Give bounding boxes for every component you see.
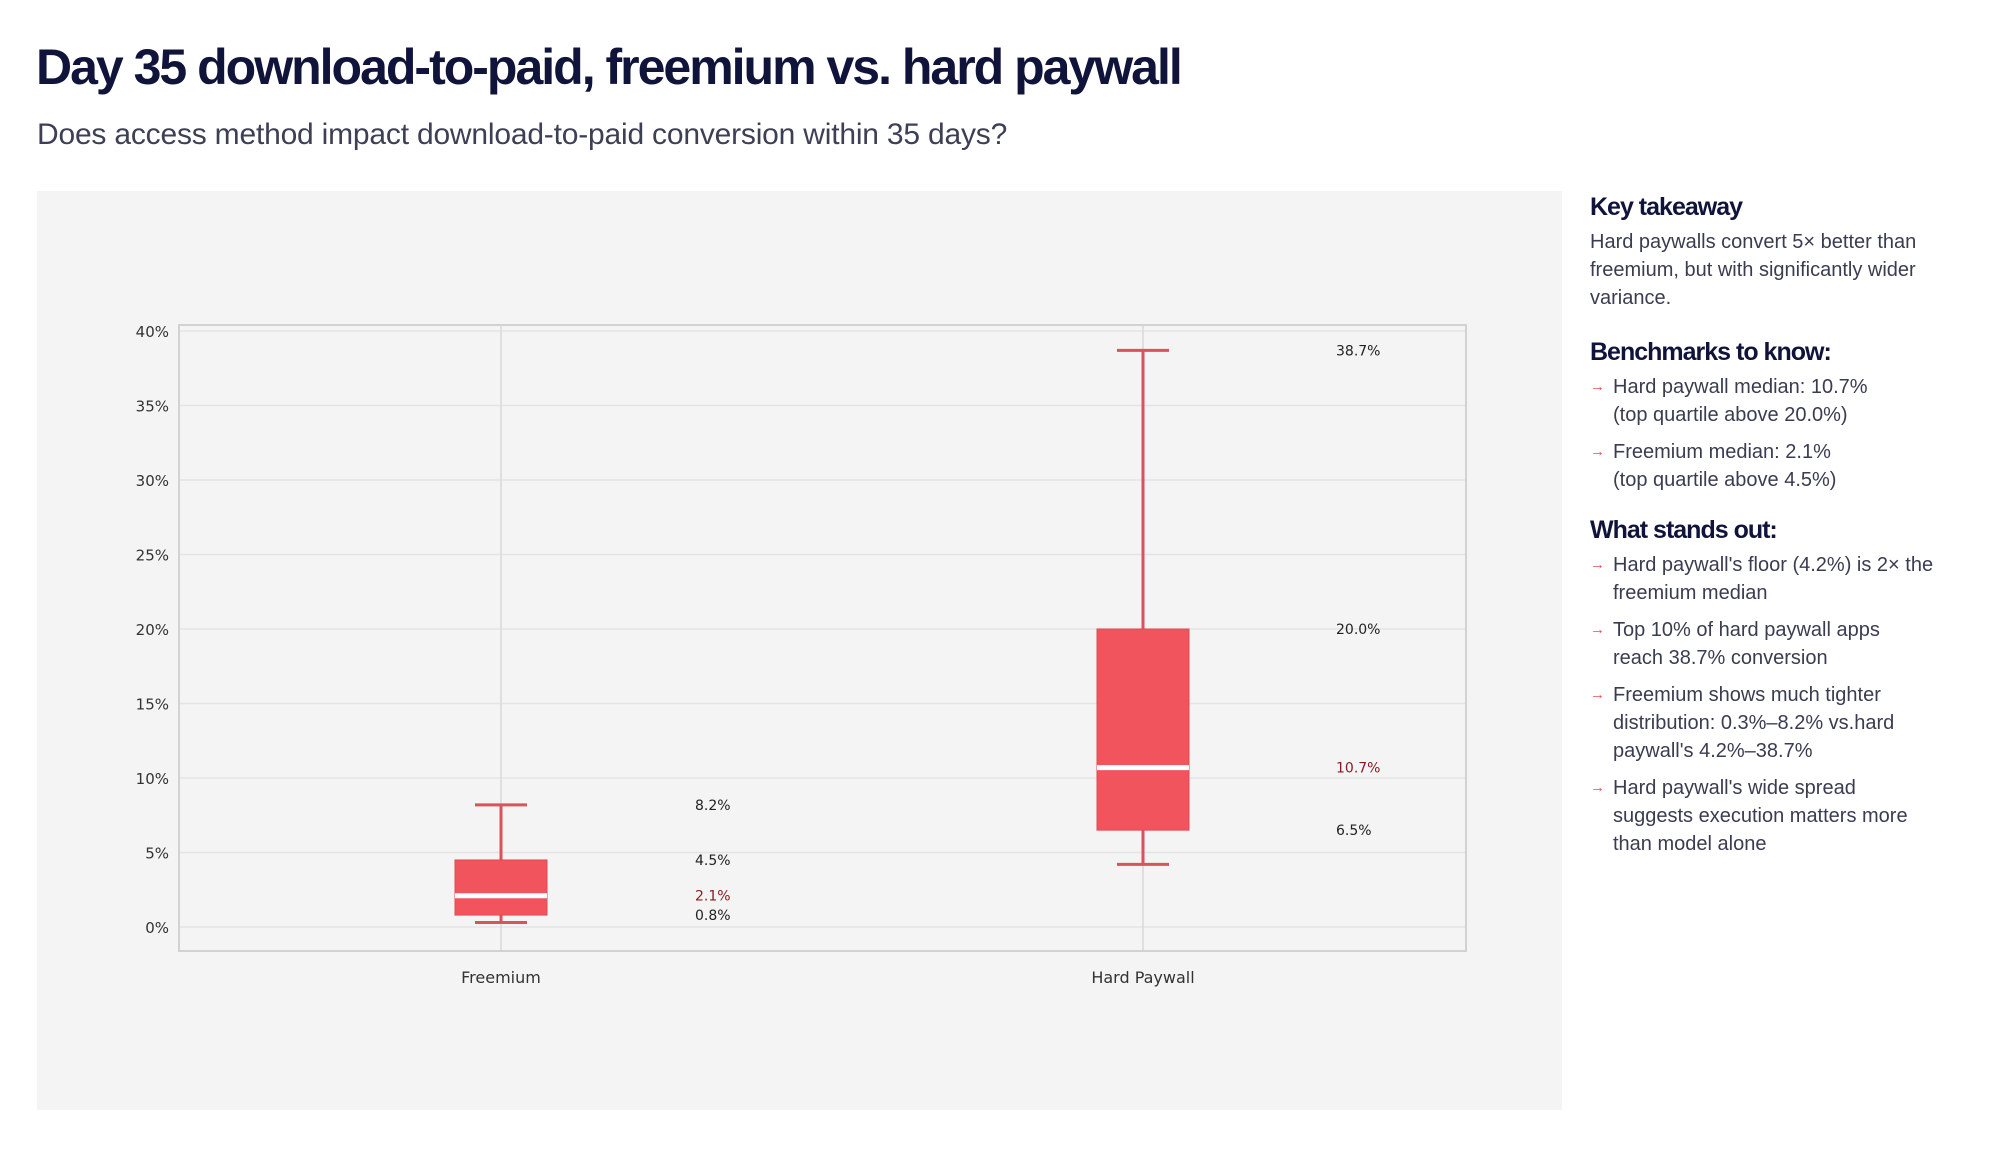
insights-sidebar: Key takeaway Hard paywalls convert 5× be…	[1590, 193, 1990, 880]
arrow-right-icon: →	[1590, 378, 1605, 395]
benchmarks-list: → Hard paywall median: 10.7% (top quarti…	[1590, 373, 1990, 494]
standout-text: Hard paywall's floor (4.2%) is 2× the fr…	[1613, 554, 1934, 604]
standout-item: → Hard paywall's wide spread suggests ex…	[1590, 774, 1935, 858]
arrow-right-icon: →	[1590, 443, 1605, 460]
page-subtitle: Does access method impact download-to-pa…	[37, 118, 1008, 151]
standout-text: Freemium shows much tighter distribution…	[1613, 684, 1895, 762]
benchmark-item: → Hard paywall median: 10.7% (top quarti…	[1590, 373, 1990, 429]
arrow-right-icon: →	[1590, 686, 1605, 703]
benchmark-line: Freemium median: 2.1%	[1613, 441, 1831, 463]
chart-panel	[37, 191, 1562, 1110]
benchmarks-heading: Benchmarks to know:	[1590, 338, 1832, 366]
standout-item: → Hard paywall's floor (4.2%) is 2× the …	[1590, 551, 1935, 607]
benchmark-line: (top quartile above 20.0%)	[1613, 404, 1848, 426]
arrow-right-icon: →	[1590, 779, 1605, 796]
standout-item: → Freemium shows much tighter distributi…	[1590, 681, 1935, 765]
benchmark-line: (top quartile above 4.5%)	[1613, 469, 1837, 491]
arrow-right-icon: →	[1590, 621, 1605, 638]
standout-text: Top 10% of hard paywall apps reach 38.7%…	[1613, 619, 1880, 669]
standout-item: → Top 10% of hard paywall apps reach 38.…	[1590, 616, 1935, 672]
standout-list: → Hard paywall's floor (4.2%) is 2× the …	[1590, 551, 1935, 858]
key-takeaway-text: Hard paywalls convert 5× better than fre…	[1590, 231, 1917, 309]
page-title: Day 35 download-to-paid, freemium vs. ha…	[36, 39, 1183, 95]
arrow-right-icon: →	[1590, 556, 1605, 573]
key-takeaway-heading: Key takeaway	[1590, 193, 1743, 221]
benchmark-line: Hard paywall median: 10.7%	[1613, 376, 1868, 398]
standout-text: Hard paywall's wide spread suggests exec…	[1613, 777, 1908, 855]
standout-heading: What stands out:	[1590, 516, 1778, 544]
benchmark-item: → Freemium median: 2.1% (top quartile ab…	[1590, 438, 1990, 494]
